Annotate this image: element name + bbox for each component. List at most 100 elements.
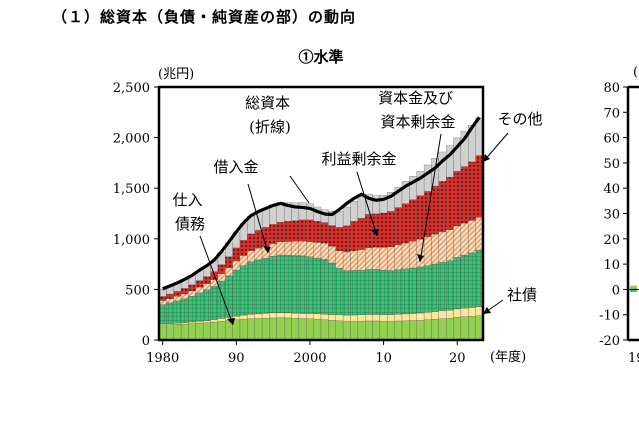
- bar-segment-borrowings-2019: [446, 260, 454, 311]
- bar-segment-borrowings-1987: [210, 286, 219, 320]
- bar-segment-trade-payables-2006: [350, 250, 358, 271]
- bar-segment-trade-payables-1992: [247, 250, 255, 262]
- bar-segment-borrowings-2007: [357, 270, 366, 315]
- bar-segment-retained-earnings-1990: [232, 247, 241, 262]
- bar-segment-retained-earnings-1984: [188, 284, 196, 292]
- bar-segment-trade-payables-2000: [306, 241, 314, 257]
- bar-segment-borrowings-1989: [225, 275, 233, 318]
- annotation-capital: 資本金及び 資本剰余金: [378, 89, 458, 131]
- bar-segment-bonds-1985: [195, 322, 204, 341]
- annotation-other: その他: [497, 110, 542, 128]
- bar-segment-other-debt-small-2016: [423, 312, 432, 320]
- bar-segment-other-debt-small-2011: [387, 314, 395, 322]
- bar-segment-bonds-1982: [173, 324, 182, 341]
- chart-title: ①水準: [298, 48, 343, 66]
- bar-segment-trade-payables-2019: [446, 229, 454, 261]
- chart2-y-tick-label: 10: [603, 258, 620, 273]
- bar-segment-borrowings-1985: [195, 292, 204, 322]
- leader-borrowings-arrow: [263, 246, 271, 253]
- y-unit-label: (兆円): [158, 67, 194, 82]
- bar-segment-trade-payables-2022: [468, 220, 476, 254]
- annotation-trade-payables-line2: 債務: [175, 215, 205, 233]
- bar-segment-other-debt-small-2019: [446, 309, 454, 319]
- leader-trade-payables: [199, 235, 234, 326]
- bar-segment-borrowings-1990: [232, 269, 241, 317]
- bar-segment-retained-earnings-1982: [173, 291, 182, 297]
- bar-segment-bonds-2018: [438, 318, 447, 341]
- leader-total-line: [289, 175, 310, 204]
- bar-segment-trade-payables-2018: [438, 231, 447, 263]
- bar-segment-bonds-1984: [188, 323, 196, 341]
- bar-segment-borrowings-1983: [180, 298, 189, 323]
- y-tick-label: 0: [142, 334, 150, 349]
- bar-segment-borrowings-1984: [188, 296, 196, 323]
- bar-segment-retained-earnings-2007: [357, 218, 366, 250]
- bar-segment-borrowings-2006: [350, 270, 358, 316]
- plot-frame: [157, 85, 485, 342]
- bar-segment-trade-payables-2004: [335, 250, 344, 269]
- bar-segment-bonds-2012: [394, 320, 403, 341]
- bar-segment-borrowings-2013: [401, 268, 410, 315]
- bar-segment-trade-payables-1988: [217, 273, 226, 282]
- total-capital-line: [162, 116, 481, 291]
- bar-segment-borrowings-2012: [394, 269, 403, 315]
- bar-segment-other-debt-small-1983: [180, 322, 189, 325]
- bar-segment-bonds-2004: [335, 320, 344, 341]
- bar-segment-other-debt-small-2005: [342, 315, 351, 322]
- x-tick-label: 2000: [293, 351, 326, 366]
- bar-segment-other-debt-small-2012: [394, 314, 403, 322]
- bar-segment-bonds-1996: [276, 317, 285, 341]
- bar-segment-borrowings-2003: [328, 262, 336, 315]
- bar-segment-retained-earnings-2014: [409, 199, 417, 242]
- annotation-capital-line1: 資本金及び: [378, 89, 453, 107]
- bar-segment-bonds-1998: [291, 318, 300, 341]
- bar-segment-bonds-1986: [203, 322, 211, 341]
- bar-segment-retained-earnings-2004: [335, 227, 344, 251]
- bar-segment-trade-payables-1999: [298, 240, 307, 256]
- bar-segment-other-debt-small-2006: [350, 314, 358, 322]
- bar-segment-trade-payables-1981: [166, 298, 174, 304]
- bar-segment-retained-earnings-2021: [460, 166, 469, 224]
- bar-segment-trade-payables-1993: [254, 247, 263, 260]
- chart2-y-tick-label: 50: [603, 157, 620, 172]
- y-tick-label: 1,000: [113, 233, 150, 248]
- bar-segment-other-debt-small-1998: [291, 313, 300, 319]
- bar-segment-borrowings-2010: [379, 270, 388, 315]
- bar-segment-retained-earnings-1999: [298, 219, 307, 242]
- bar-segment-bonds-2019: [446, 318, 454, 341]
- bar-segment-retained-earnings-1997: [284, 221, 292, 242]
- bar-segment-other-debt-small-1988: [217, 318, 226, 322]
- leader-retained-earnings-arrow: [371, 229, 379, 236]
- bar-segment-retained-earnings-2022: [468, 161, 476, 221]
- bar-segment-other-2016: [423, 164, 432, 192]
- chart2-y-unit-label: (: [633, 65, 638, 80]
- bar-segment-bonds-2002: [320, 319, 329, 341]
- bar-segment-trade-payables-1983: [180, 293, 189, 299]
- bar-segment-other-debt-small-2021: [460, 308, 469, 317]
- bar-segment-trade-payables-2013: [401, 242, 410, 270]
- bar-segment-other-debt-small-2001: [313, 313, 322, 320]
- bar-segment-bonds-2021: [460, 316, 469, 341]
- bar-segment-borrowings-2009: [372, 269, 381, 315]
- bar-segment-other-2006: [350, 200, 358, 222]
- bar-segment-other-debt-small-2020: [453, 308, 462, 318]
- bar-segment-bonds-2011: [387, 321, 395, 341]
- bar-segment-trade-payables-2008: [365, 247, 373, 270]
- bar-segment-bonds-2022: [468, 316, 476, 341]
- bar-segment-trade-payables-1995: [269, 243, 277, 257]
- chart2-y-tick-label: 60: [603, 132, 620, 147]
- bar-segment-other-debt-small-1994: [261, 313, 270, 319]
- chart2-x-axis: 199: [628, 351, 639, 366]
- bar-segment-other-debt-small-2007: [357, 314, 366, 322]
- x-tick-label: 1980: [146, 351, 179, 366]
- bar-segment-borrowings-1991: [239, 265, 248, 316]
- y-tick-label: 1,500: [113, 182, 150, 197]
- bar-segment-bonds-1987: [210, 321, 219, 341]
- bar-segment-retained-earnings-1988: [217, 264, 226, 274]
- bar-segment-retained-earnings-2000: [306, 219, 314, 242]
- y-tick-label: 500: [125, 283, 150, 298]
- bar-segment-other-debt-small-2004: [335, 314, 344, 321]
- bar-segment-retained-earnings-2002: [320, 222, 329, 244]
- bar-segment-other-debt-small-2013: [401, 313, 410, 321]
- bar-segment-trade-payables-2012: [394, 244, 403, 270]
